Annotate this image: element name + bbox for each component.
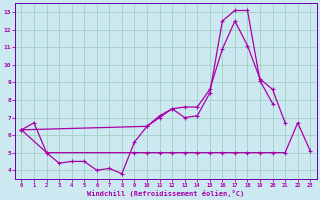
- X-axis label: Windchill (Refroidissement éolien,°C): Windchill (Refroidissement éolien,°C): [87, 190, 244, 197]
